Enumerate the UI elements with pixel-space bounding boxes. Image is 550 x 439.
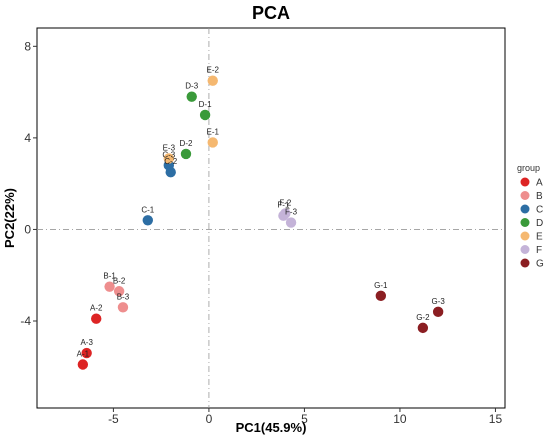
point-label-b-1: B-1 [103, 272, 116, 281]
point-a-3 [81, 347, 92, 359]
legend-label-c: C [536, 205, 543, 216]
point-d-1 [199, 109, 211, 121]
legend-marker-f [520, 245, 530, 254]
legend-marker-d [520, 218, 530, 227]
plot-frame [36, 27, 506, 409]
point-g-3 [432, 306, 444, 318]
legend-label-a: A [536, 178, 543, 189]
point-label-g-2: G-2 [416, 313, 430, 322]
point-b-1 [104, 281, 115, 292]
point-f-2 [280, 208, 291, 219]
point-label-g-1: G-1 [374, 281, 388, 290]
point-label-e-2: E-2 [207, 66, 220, 75]
point-label-g-3: G-3 [431, 297, 445, 306]
point-label-c-1: C-1 [141, 205, 154, 214]
point-a-1 [77, 359, 89, 370]
x-tick-label: 0 [206, 412, 213, 426]
legend-label-d: D [536, 218, 543, 229]
x-tick-label: -5 [108, 412, 119, 426]
point-g-1 [375, 290, 387, 302]
legend-marker-g [520, 258, 530, 268]
legend-label-e: E [536, 232, 543, 243]
legend-marker-a [520, 177, 530, 187]
y-tick-label: 8 [24, 39, 31, 53]
legend-marker-c [520, 204, 530, 214]
point-e-1 [207, 137, 218, 148]
point-d-2 [180, 148, 192, 160]
legend-label-f: F [536, 245, 542, 256]
point-label-e-1: E-1 [207, 127, 220, 136]
point-f-3 [285, 217, 297, 228]
data-points [77, 75, 444, 370]
point-labels: A-1 A-2 A-3 B-1B-2 B-3 C-1 C-2C-3 D-1 D-2 D-3 E-1 E… [77, 66, 446, 359]
point-c-1 [142, 215, 153, 226]
y-tick-label: 4 [24, 131, 31, 145]
x-tick-label: 5 [301, 412, 308, 426]
point-label-a-3: A-3 [80, 338, 93, 347]
chart-title: PCA [252, 3, 290, 23]
point-e-2 [207, 75, 218, 86]
point-label-f-3: F-3 [285, 208, 298, 217]
x-tick-label: 15 [489, 412, 503, 426]
point-label-a-1: A-1 [77, 350, 90, 359]
x-tick-label: 10 [393, 412, 407, 426]
point-label-f-1: F-1 [277, 201, 290, 210]
point-label-c-3: C-3 [162, 150, 175, 159]
point-label-e-3: E-3 [163, 143, 176, 152]
point-label-d-2: D-2 [180, 139, 193, 148]
point-label-d-3: D-3 [185, 82, 198, 91]
point-label-c-2: C-2 [164, 157, 177, 166]
point-b-3 [117, 302, 129, 313]
point-a-2 [91, 313, 102, 324]
reference-lines [37, 28, 505, 408]
point-label-b-3: B-3 [117, 292, 130, 301]
legend-label-b: B [536, 191, 543, 202]
point-label-b-2: B-2 [113, 276, 126, 285]
y-tick-label: 0 [24, 222, 31, 236]
axis-ticks: -5 0 5 10 15 -4 0 4 8 [20, 39, 502, 426]
point-label-a-2: A-2 [90, 304, 103, 313]
y-axis-label: PC2(22%) [2, 188, 17, 248]
legend-marker-e [520, 231, 530, 241]
legend-marker-b [520, 191, 530, 200]
legend-title: group [517, 163, 540, 173]
point-d-3 [186, 91, 197, 102]
point-b-2 [113, 286, 125, 297]
point-label-d-1: D-1 [199, 100, 212, 109]
point-e-3 [163, 153, 175, 164]
legend-label-g: G [536, 259, 544, 270]
point-g-2 [417, 322, 429, 334]
point-label-f-2: F-2 [279, 198, 292, 207]
x-axis-label: PC1(45.9%) [236, 420, 307, 435]
y-tick-label: -4 [20, 314, 31, 328]
